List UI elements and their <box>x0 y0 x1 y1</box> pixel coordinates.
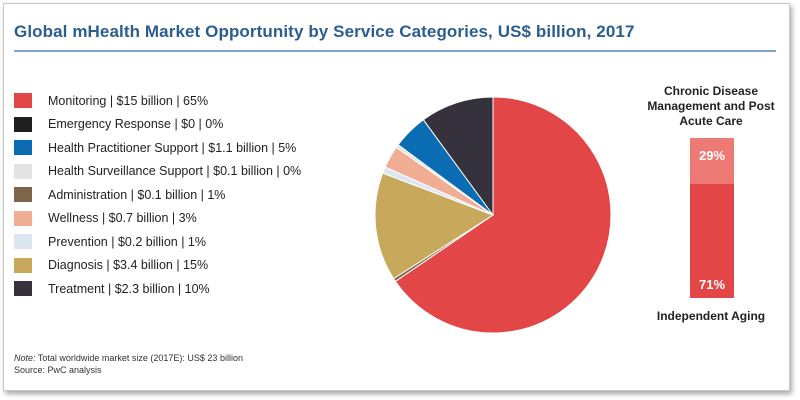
legend-item-treatment: Treatment | $2.3 billion | 10% <box>14 280 210 297</box>
stacked-bar: 29% 71% <box>690 138 734 298</box>
note-label: Note: <box>14 353 36 363</box>
legend-item-monitoring: Monitoring | $15 billion | 65% <box>14 92 208 109</box>
pie-slice-treatment <box>422 96 494 217</box>
stack-bottom-label: Independent Aging <box>656 309 766 323</box>
bar-segment-label: 29% <box>698 148 726 163</box>
legend-label: Health Practitioner Support | $1.1 billi… <box>48 140 297 155</box>
legend-item-prevention: Prevention | $0.2 billion | 1% <box>14 233 206 250</box>
legend-swatch <box>14 187 32 202</box>
legend-label: Treatment | $2.3 billion | 10% <box>48 281 210 296</box>
legend-item-health-surveillance-support: Health Surveillance Support | $0.1 billi… <box>14 163 301 180</box>
legend-label: Diagnosis | $3.4 billion | 15% <box>48 258 209 272</box>
note-text: Total worldwide market size (2017E): US$… <box>37 353 243 363</box>
pie-chart <box>374 96 612 334</box>
legend-swatch <box>14 257 32 273</box>
legend-swatch <box>14 281 32 296</box>
legend-item-emergency-response: Emergency Response | $0 | 0% <box>14 116 223 133</box>
legend-label: Health Surveillance Support | $0.1 billi… <box>48 164 302 178</box>
legend-label: Prevention | $0.2 billion | 1% <box>48 234 206 249</box>
legend-swatch <box>14 234 32 249</box>
pie-slice-monitoring <box>394 96 612 334</box>
source-text: Source: PwC analysis <box>14 365 102 375</box>
legend-swatch <box>14 163 32 179</box>
title-rule <box>14 50 776 52</box>
bar-segment-label: 71% <box>698 277 726 292</box>
stack-top-label: Chronic Disease Management and Post Acut… <box>647 84 775 128</box>
pie-slice-diagnosis <box>374 172 495 280</box>
bar-segment-chronic-disease: 29% <box>690 138 734 185</box>
legend-label: Emergency Response | $0 | 0% <box>48 117 224 131</box>
footnote: Note: Total worldwide market size (2017E… <box>14 352 243 376</box>
legend-swatch <box>14 140 32 155</box>
chart-title: Global mHealth Market Opportunity by Ser… <box>14 22 635 41</box>
legend-item-health-practitioner-support: Health Practitioner Support | $1.1 billi… <box>14 139 296 156</box>
legend-item-administration: Administration | $0.1 billion | 1% <box>14 186 225 203</box>
legend-label: Administration | $0.1 billion | 1% <box>48 187 226 202</box>
legend-swatch <box>14 93 32 108</box>
legend-label: Monitoring | $15 billion | 65% <box>48 93 209 108</box>
bar-segment-independent-aging: 71% <box>690 184 734 298</box>
legend-item-wellness: Wellness | $0.7 billion | 3% <box>14 210 197 227</box>
legend-item-diagnosis: Diagnosis | $3.4 billion | 15% <box>14 257 208 274</box>
legend-swatch <box>14 210 32 226</box>
legend-label: Wellness | $0.7 billion | 3% <box>48 211 197 225</box>
legend-swatch <box>14 116 32 132</box>
